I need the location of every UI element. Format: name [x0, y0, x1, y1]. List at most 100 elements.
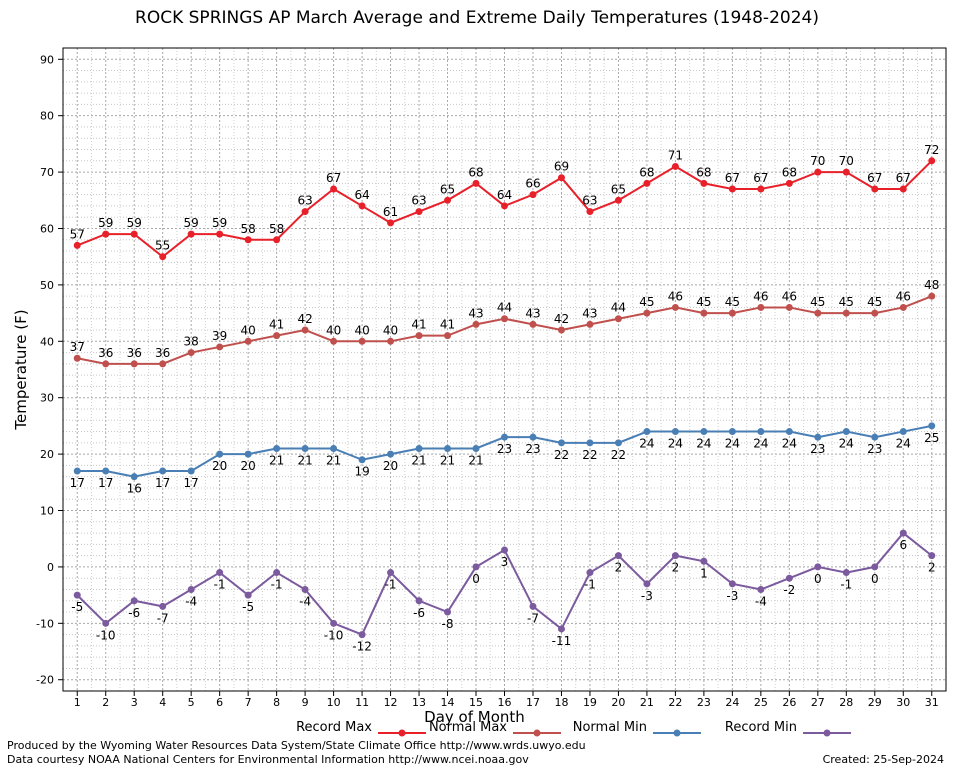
- data-label: 69: [554, 160, 569, 174]
- x-tick-label: 22: [668, 696, 682, 709]
- data-point: [415, 597, 423, 605]
- data-label: 48: [924, 278, 939, 292]
- data-label: 72: [924, 143, 939, 157]
- data-point: [102, 619, 110, 627]
- data-point: [273, 444, 281, 452]
- data-point: [330, 337, 338, 345]
- data-label: 65: [611, 182, 626, 196]
- data-label: 58: [241, 222, 256, 236]
- chart-title: ROCK SPRINGS AP March Average and Extrem…: [135, 8, 819, 28]
- credit-line-1: Produced by the Wyoming Water Resources …: [7, 739, 586, 752]
- data-point: [358, 337, 366, 345]
- data-point: [928, 157, 936, 165]
- data-label: 41: [440, 318, 455, 332]
- x-tick-label: 21: [640, 696, 654, 709]
- y-tick-label: -20: [36, 674, 54, 687]
- data-label: 23: [497, 442, 512, 456]
- data-point: [757, 303, 765, 311]
- data-label: 59: [184, 216, 199, 230]
- data-label: 38: [184, 335, 199, 349]
- data-point: [273, 236, 281, 244]
- data-label: 40: [383, 323, 398, 337]
- data-label: 2: [615, 561, 623, 575]
- data-point: [330, 444, 338, 452]
- data-point: [73, 241, 81, 249]
- data-point: [387, 219, 395, 227]
- data-label: -8: [442, 617, 454, 631]
- data-point: [102, 360, 110, 368]
- x-tick-label: 10: [327, 696, 341, 709]
- data-label: 37: [70, 340, 85, 354]
- data-label: 21: [326, 453, 341, 467]
- data-point: [387, 569, 395, 577]
- data-point: [557, 625, 565, 633]
- data-label: 23: [867, 442, 882, 456]
- x-tick-label: 16: [498, 696, 512, 709]
- data-point: [301, 208, 309, 216]
- data-point: [757, 428, 765, 436]
- data-point: [557, 174, 565, 182]
- data-label: 59: [212, 216, 227, 230]
- data-point: [928, 422, 936, 430]
- data-point: [643, 580, 651, 588]
- data-point: [358, 631, 366, 639]
- data-label: 68: [468, 165, 483, 179]
- series-normal-min: 17 17 16 17 17 20 20 21 21 21 19 20 21 21 21 23 23 22 22 22…: [70, 422, 939, 496]
- y-axis: -20 -10 0 10 20 30 40 50 60 70 80 90: [36, 53, 63, 687]
- data-point: [728, 185, 736, 193]
- data-label: 22: [611, 448, 626, 462]
- series-record-min: -5-10-6 -7-4-1-5-1-4-10-12-1-6-803-7-11-1…: [71, 529, 936, 654]
- data-point: [871, 433, 879, 441]
- data-point: [586, 208, 594, 216]
- legend-label: Record Min: [725, 720, 797, 735]
- data-point: [73, 354, 81, 362]
- data-point: [187, 230, 195, 238]
- data-point: [785, 303, 793, 311]
- x-tick-label: 24: [725, 696, 739, 709]
- y-tick-label: 0: [47, 561, 54, 574]
- y-tick-label: 10: [40, 505, 54, 518]
- data-label: 65: [440, 182, 455, 196]
- data-label: -1: [840, 578, 852, 592]
- data-point: [73, 591, 81, 599]
- data-label: 45: [867, 295, 882, 309]
- data-label: 64: [497, 188, 512, 202]
- x-tick-label: 28: [839, 696, 853, 709]
- data-point: [501, 546, 508, 554]
- data-label: 40: [354, 323, 369, 337]
- data-point: [899, 529, 907, 537]
- data-label: 44: [611, 301, 626, 315]
- data-label: -4: [755, 594, 767, 608]
- data-label: -4: [185, 594, 197, 608]
- data-label: 16: [127, 482, 142, 496]
- data-point: [700, 309, 708, 317]
- data-point: [444, 196, 452, 204]
- data-label: 2: [672, 561, 680, 575]
- y-tick-label: -10: [36, 617, 54, 630]
- data-label: 43: [525, 306, 540, 320]
- data-label: -5: [71, 600, 83, 614]
- data-point: [216, 343, 224, 351]
- data-point: [643, 179, 651, 187]
- data-label: 21: [468, 453, 483, 467]
- data-label: 24: [639, 437, 654, 451]
- legend: Record Max Normal Max Normal Min Record Min: [296, 720, 851, 737]
- data-point: [244, 337, 252, 345]
- data-point: [614, 439, 622, 447]
- data-label: 67: [725, 171, 740, 185]
- data-point: [159, 602, 167, 610]
- y-axis-title: Temperature (F): [12, 309, 30, 430]
- data-label: 41: [411, 318, 426, 332]
- data-label: 55: [155, 239, 170, 253]
- data-label: 68: [639, 165, 654, 179]
- x-tick-label: 25: [754, 696, 768, 709]
- y-tick-label: 70: [40, 166, 54, 179]
- data-point: [586, 439, 594, 447]
- x-tick-label: 8: [273, 696, 280, 709]
- data-label: -5: [242, 600, 254, 614]
- data-label: 17: [98, 476, 113, 490]
- data-point: [472, 179, 480, 187]
- data-label: -1: [271, 578, 283, 592]
- data-label: 67: [896, 171, 911, 185]
